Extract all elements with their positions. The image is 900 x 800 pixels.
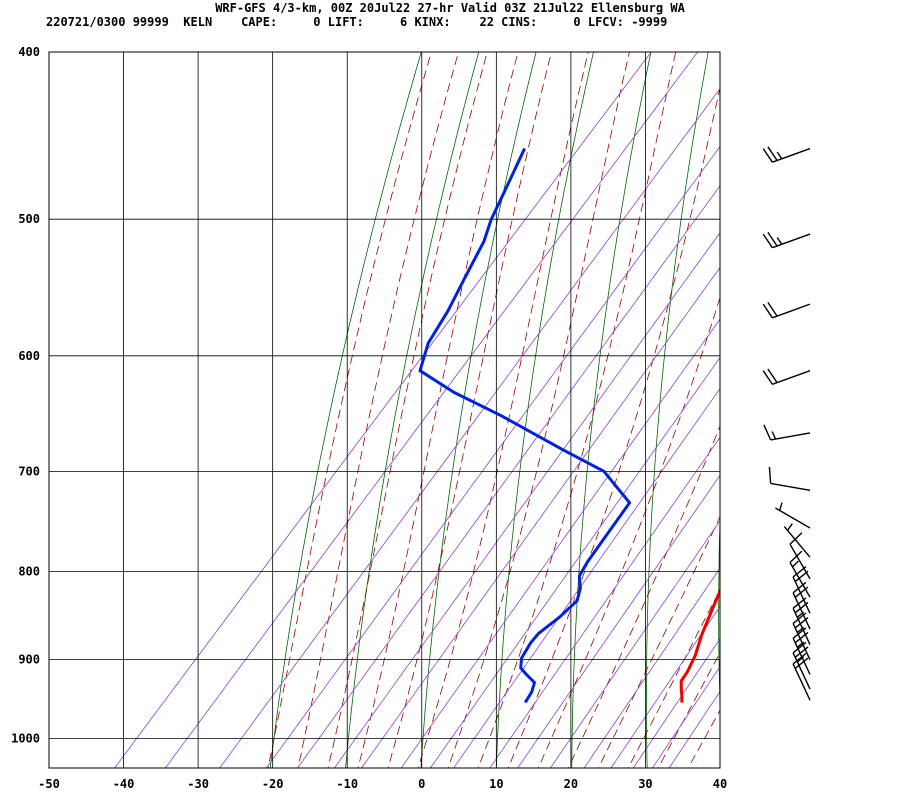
temperature-tick-label: -20 [262, 777, 284, 791]
wind-barb [762, 302, 811, 319]
chart-title: WRF-GFS 4/3-km, 00Z 20Jul22 27-hr Valid … [215, 1, 685, 15]
wind-barbs [762, 146, 811, 701]
dry-adiabat-line [269, 52, 422, 768]
profiles [418, 147, 720, 704]
wind-barb [792, 641, 811, 690]
pressure-tick-label: 400 [18, 45, 40, 59]
wind-barb [762, 146, 811, 163]
moist-adiabat-line [507, 86, 720, 768]
mixing-ratio-line [489, 436, 720, 768]
pressure-tick-label: 900 [18, 653, 40, 667]
mixing-ratio-line [651, 666, 720, 768]
wind-barb [789, 550, 811, 598]
pressure-tick-label: 1000 [11, 732, 40, 746]
station-info: 220721/0300 99999 KELN CAPE: 0 LIFT: 6 K… [46, 15, 668, 29]
dry-adiabat-line [646, 52, 709, 768]
wind-barb [792, 612, 811, 660]
wind-barb [768, 466, 811, 492]
wind-barb [783, 523, 811, 558]
moist-adiabat-line [447, 52, 630, 768]
temperature-tick-label: -30 [187, 777, 209, 791]
wind-barb [792, 597, 811, 645]
mixing-ratio-line [668, 690, 720, 768]
moist-adiabat-line [567, 425, 720, 768]
moist-adiabat-line [267, 52, 432, 768]
plot-border [48, 51, 721, 769]
mixing-ratio-line [632, 638, 720, 768]
moist-adiabat-line [357, 52, 519, 768]
moist-adiabat-line [387, 52, 552, 768]
mixing-ratio-line [429, 356, 720, 768]
temperature-tick-label: 20 [564, 777, 578, 791]
moist-adiabat-line [327, 52, 488, 768]
wind-barb [762, 232, 811, 249]
mixing-ratio-line [164, 52, 698, 768]
wind-barb [792, 566, 811, 614]
temperature-profile [679, 587, 720, 703]
wind-barb [762, 368, 811, 385]
mixing-ratio-line [333, 232, 720, 768]
temperature-tick-label: 40 [713, 777, 727, 791]
dry-adiabat-line [718, 507, 720, 718]
moist-adiabat-line [297, 52, 459, 768]
moist-adiabat-line [417, 52, 589, 768]
moist-adiabat-line [687, 709, 720, 768]
dry-adiabat-line [856, 52, 880, 775]
mixing-ratio-line [453, 387, 720, 768]
mixing-ratio-line [583, 567, 720, 768]
mixing-ratio-line [114, 52, 652, 768]
pressure-tick-label: 600 [18, 349, 40, 363]
mixing-ratio-line [550, 520, 720, 768]
temperature-tick-label: 10 [489, 777, 503, 791]
mixing-ratio-line [400, 318, 720, 768]
temperature-tick-label: -10 [336, 777, 358, 791]
pressure-tick-label: 500 [18, 212, 40, 226]
temperature-tick-label: 30 [638, 777, 652, 791]
wind-barb [763, 424, 811, 441]
mixing-ratio-line [297, 185, 720, 768]
dry-adiabat-line [345, 52, 480, 768]
temperature-tick-label: 0 [418, 777, 425, 791]
temperature-tick-label: -40 [113, 777, 135, 791]
dry-adiabat-line [495, 52, 594, 768]
axis-labels: 400 500 600 700 800 900 1000 -50 -40 -30 -20 -10 0 10… [11, 45, 727, 791]
dewpoint-profile [418, 147, 632, 704]
temperature-tick-label: -50 [38, 777, 60, 791]
wind-barb [792, 581, 811, 630]
moist-adiabat-line [627, 588, 720, 768]
plot-frame [48, 51, 721, 769]
wind-barb [775, 502, 811, 529]
mixing-ratio-line [517, 474, 720, 768]
moist-adiabat-line [597, 515, 720, 768]
pressure-tick-label: 800 [18, 564, 40, 578]
mixing-ratio-line [610, 605, 720, 768]
mixing-ratio-line [361, 266, 720, 768]
background-lines [114, 52, 880, 775]
dry-adiabat-line [571, 52, 652, 768]
mixing-ratio-line [219, 88, 720, 768]
moist-adiabat-line [657, 651, 720, 768]
moist-adiabat-line [537, 296, 720, 768]
pressure-tick-label: 700 [18, 464, 40, 478]
wind-barb [792, 652, 811, 701]
grid-lines [49, 52, 720, 768]
mixing-ratio-line [265, 145, 720, 768]
dry-adiabat-line [420, 52, 537, 768]
